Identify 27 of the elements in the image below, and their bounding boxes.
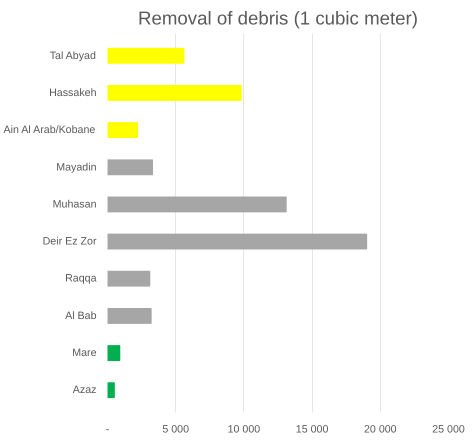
x-tick-label: - [106, 424, 110, 436]
x-tick-label: 5 000 [162, 424, 190, 436]
bar [108, 382, 115, 398]
y-tick-label: Tal Abyad [50, 50, 96, 62]
bar [108, 270, 150, 287]
bar [108, 234, 368, 250]
bar [108, 345, 120, 361]
y-tick-label: Mare [72, 347, 97, 360]
bar [108, 122, 138, 138]
bar [108, 85, 242, 101]
y-tick-label: Muhasan [52, 198, 97, 210]
x-tick-label: 20 000 [364, 424, 397, 436]
x-tick-label: 15 000 [296, 424, 328, 436]
y-tick-label: Hassakeh [49, 86, 97, 99]
bar [108, 308, 152, 324]
chart-title: Removal of debris (1 cubic meter) [138, 8, 418, 28]
y-tick-label: Raqqa [65, 272, 97, 285]
bar [108, 196, 287, 212]
y-tick-label: Mayadin [56, 161, 97, 174]
y-tick-label: Al Bab [65, 310, 97, 322]
y-tick-label: Azaz [72, 384, 97, 396]
bar [108, 48, 184, 64]
x-tick-label: 25 000 [432, 424, 465, 436]
y-tick-label: Deir Ez Zor [42, 236, 97, 248]
y-tick-label: Ain Al Arab/Kobane [3, 124, 96, 136]
x-tick-label: 10 000 [228, 424, 260, 436]
bar [108, 159, 154, 176]
